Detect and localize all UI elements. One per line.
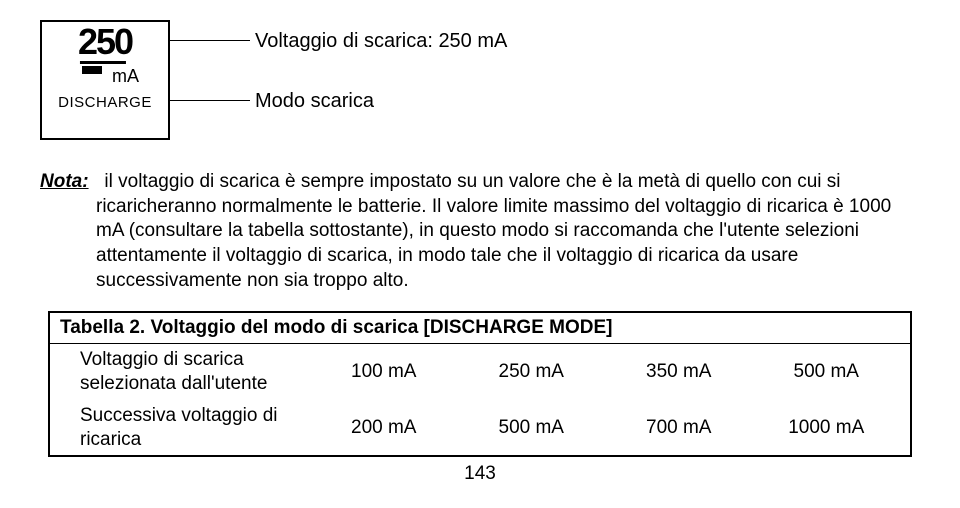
table-cell: 250 mA: [458, 361, 606, 383]
table-cell: 500 mA: [753, 361, 901, 383]
row-label: Successiva voltaggio di ricarica: [80, 404, 310, 452]
note-paragraph: Nota: il voltaggio di scarica è sempre i…: [40, 170, 920, 293]
table-cell: 500 mA: [458, 417, 606, 439]
lcd-indicator-bar: [82, 66, 102, 74]
table-title: Tabella 2. Voltaggio del modo di scarica…: [50, 313, 910, 344]
note-text: il voltaggio di scarica è sempre imposta…: [96, 171, 891, 291]
table-cell: 350 mA: [605, 361, 753, 383]
lcd-unit: mA: [112, 66, 139, 87]
table-row: Voltaggio di scarica selezionata dall'ut…: [50, 344, 910, 400]
row-label: Voltaggio di scarica selezionata dall'ut…: [80, 348, 310, 396]
table-cell: 700 mA: [605, 417, 753, 439]
callout-labels: Voltaggio di scarica: 250 mA Modo scaric…: [170, 20, 920, 140]
callout-mode: Modo scarica: [255, 90, 374, 113]
table-cell: 200 mA: [310, 417, 458, 439]
lcd-callout-section: 250 mA DISCHARGE Voltaggio di scarica: 2…: [40, 20, 920, 140]
callout-line-icon: [170, 100, 250, 101]
discharge-mode-table: Tabella 2. Voltaggio del modo di scarica…: [48, 311, 912, 457]
page-number: 143: [40, 463, 920, 485]
note-label: Nota:: [40, 171, 89, 192]
table-cell: 1000 mA: [753, 417, 901, 439]
table-row: Successiva voltaggio di ricarica 200 mA …: [50, 400, 910, 456]
lcd-mode: DISCHARGE: [58, 94, 152, 111]
callout-line-icon: [170, 40, 250, 41]
lcd-display: 250 mA DISCHARGE: [40, 20, 170, 140]
lcd-value: 250: [78, 24, 132, 60]
table-cell: 100 mA: [310, 361, 458, 383]
callout-voltage: Voltaggio di scarica: 250 mA: [255, 30, 507, 53]
